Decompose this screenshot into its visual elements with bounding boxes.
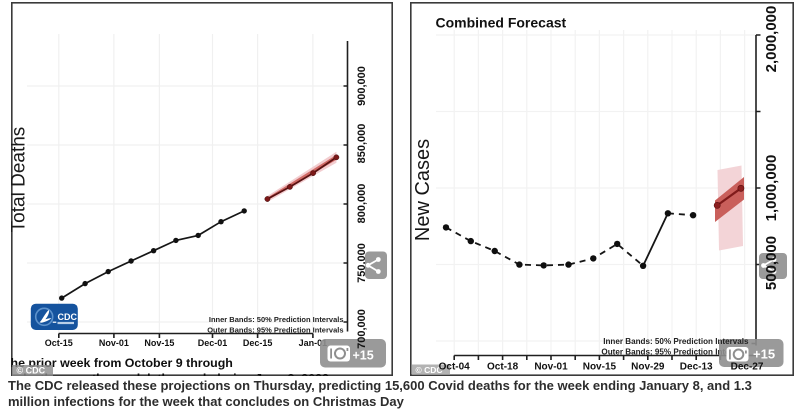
svg-text:Dec-15: Dec-15 <box>243 338 273 348</box>
svg-text:Oct-18: Oct-18 <box>487 361 519 372</box>
svg-text:Nov-15: Nov-15 <box>144 338 174 348</box>
svg-text:800,000: 800,000 <box>356 184 368 224</box>
svg-text:Nov-15: Nov-15 <box>583 361 617 372</box>
svg-text:900,000: 900,000 <box>356 66 368 106</box>
svg-text:he prior week from October 9 t: he prior week from October 9 through <box>11 356 233 370</box>
svg-text:Dec-27: Dec-27 <box>731 361 764 372</box>
svg-text:Outer Bands: 95% Prediction In: Outer Bands: 95% Prediction Intervals <box>601 347 749 356</box>
svg-text:850,000: 850,000 <box>356 124 368 164</box>
svg-text:1,000,000: 1,000,000 <box>763 155 780 222</box>
svg-text:© CDC: © CDC <box>17 366 46 376</box>
svg-text:700,000: 700,000 <box>356 309 368 349</box>
svg-text:deaths over the model, the wee: deaths over the model, the week during J… <box>19 372 329 377</box>
svg-text:+15: +15 <box>753 347 775 362</box>
svg-text:2,000,000: 2,000,000 <box>763 6 780 73</box>
svg-text:Jan-01: Jan-01 <box>299 338 328 348</box>
svg-text:Oct-15: Oct-15 <box>45 338 73 348</box>
svg-text:Inner Bands: 50% Prediction In: Inner Bands: 50% Prediction Intervals <box>603 337 749 346</box>
svg-text:Nov-01: Nov-01 <box>99 338 129 348</box>
svg-text:Outer Bands: 95% Prediction In: Outer Bands: 95% Prediction Intervals <box>207 325 343 334</box>
svg-text:Total Deaths: Total Deaths <box>11 127 30 233</box>
svg-text:Inner Bands: 50% Prediction In: Inner Bands: 50% Prediction Intervals <box>209 315 344 324</box>
svg-text:New Cases: New Cases <box>412 139 434 241</box>
svg-text:Combined Forecast: Combined Forecast <box>436 15 567 31</box>
svg-text:CDC: CDC <box>58 312 78 322</box>
svg-text:Dec-13: Dec-13 <box>680 361 713 372</box>
svg-text:+15: +15 <box>353 349 374 363</box>
svg-text:Oct-04: Oct-04 <box>439 361 471 372</box>
svg-text:Dec-01: Dec-01 <box>198 338 228 348</box>
svg-text:Nov-29: Nov-29 <box>631 361 665 372</box>
svg-text:500,000: 500,000 <box>763 236 780 290</box>
svg-text:Nov-01: Nov-01 <box>534 361 568 372</box>
svg-text:© CDC: © CDC <box>416 365 443 375</box>
